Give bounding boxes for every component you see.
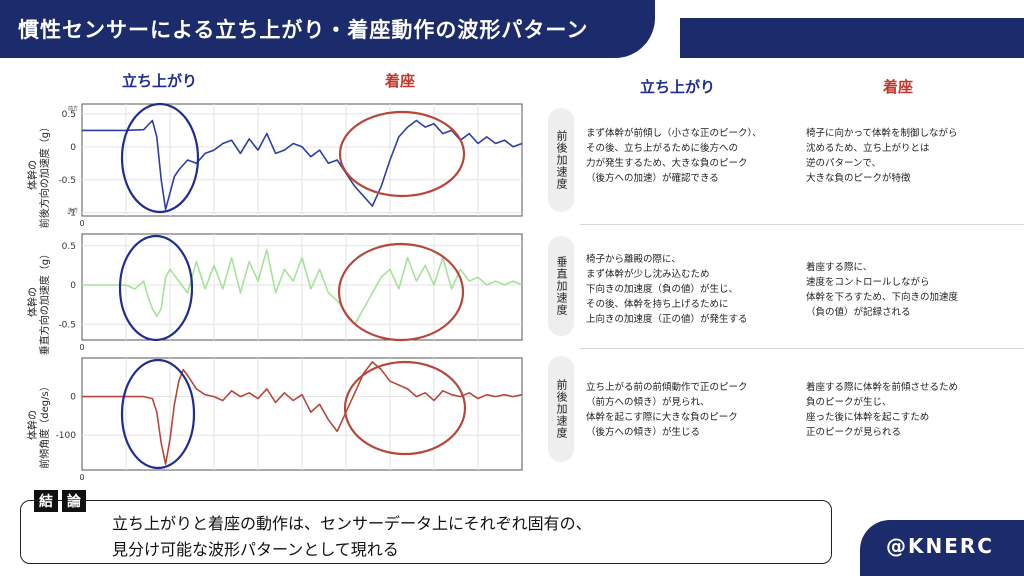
ylabel-vertical-accel: 体幹の 垂直方向の加速度（g） (28, 248, 51, 356)
ytick-label-0-3: -1 (67, 209, 76, 219)
bottom-marker-0: 後方 (68, 207, 78, 214)
row-divider-1 (580, 224, 1024, 225)
ytick-label-2-0: 0 (70, 393, 76, 403)
footer-handle: @KNERC (886, 534, 994, 558)
desc-standup-3: 立ち上がる前の前傾動作で正のピーク （前方への傾き）が見られ、 体幹を起こす際に… (586, 382, 748, 438)
conclusion-box (20, 500, 832, 564)
row-tag-2: 垂直加速度 (548, 236, 574, 336)
chart-heading-standup: 立ち上がり (122, 72, 198, 90)
xtick-label-1: 0 (79, 343, 84, 352)
desc-heading-sitdown: 着座 (883, 78, 914, 96)
series-line-2 (82, 361, 523, 466)
row-tag-1: 前後加速度 (548, 108, 574, 212)
series-line-1 (82, 248, 523, 326)
row-tag-3: 前後加速度 (548, 356, 574, 462)
ytick-label-0-1: 0 (70, 143, 76, 153)
sitdown-ellipse-2 (343, 360, 467, 456)
desc-row-1: 前後加速度 まず体幹が前傾し（小さな正のピーク）、 その後、立ち上がるために後方… (548, 104, 1024, 216)
ylabel-ap-accel: 体幹の 前後方向の加速度（g） (28, 121, 51, 229)
chart-heading-sitdown: 着座 (385, 72, 416, 90)
ytick-label-1-0: 0.5 (62, 242, 76, 252)
sitdown-ellipse-1 (337, 242, 465, 342)
conclusion-tag-1: 結 (34, 490, 58, 512)
xtick-label-0: 0 (79, 219, 84, 228)
row-divider-2 (580, 348, 1024, 349)
desc-sitdown-2: 着座する際に、 速度をコントロールしながら 体幹を下ろすため、下向きの加速度 （… (806, 262, 959, 318)
ytick-label-1-2: -0.5 (58, 320, 76, 330)
desc-heading-standup: 立ち上がり (640, 78, 716, 96)
xtick-label-2: 0 (79, 473, 84, 482)
sitdown-ellipse-0 (338, 110, 466, 198)
desc-standup-2: 椅子から離殿の際に、 まず体幹が少し沈み込むため 下向きの加速度（負の値）が生じ… (586, 254, 748, 325)
desc-sitdown-1: 椅子に向かって体幹を制御しながら 沈めるため、立ち上がりとは 逆のパターンで、 … (806, 128, 958, 184)
ytick-label-0-0: 0.5 (62, 110, 76, 120)
top-marker-0: 前方 (68, 105, 78, 112)
ytick-label-2-1: -100 (56, 431, 77, 441)
header-bar: 慣性センサーによる立ち上がり・着座動作の波形パターン (0, 0, 655, 58)
ytick-label-0-2: -0.5 (58, 176, 76, 186)
ylabel-tilt-angle: 体幹の 前傾角度（deg/s） (28, 381, 51, 469)
top-right-bar (680, 18, 1024, 58)
ytick-label-1-1: 0 (70, 281, 76, 291)
page-title: 慣性センサーによる立ち上がり・着座動作の波形パターン (18, 18, 589, 42)
desc-row-2: 垂直加速度 椅子から離殿の際に、 まず体幹が少し沈み込むため 下向きの加速度（負… (548, 232, 1024, 342)
conclusion-line-1: 立ち上がりと着座の動作は、センサーデータ上にそれぞれ固有の、 (112, 514, 592, 533)
conclusion-line-2: 見分け可能な波形パターンとして現れる (112, 540, 399, 559)
standup-ellipse-1 (118, 234, 194, 342)
conclusion-tag-2: 論 (62, 490, 86, 512)
desc-row-3: 前後加速度 立ち上がる前の前傾動作で正のピーク （前方への傾き）が見られ、 体幹… (548, 354, 1024, 466)
series-line-0 (82, 119, 523, 211)
standup-ellipse-2 (120, 358, 196, 470)
footer-badge (860, 520, 1024, 576)
standup-ellipse-0 (120, 102, 200, 214)
desc-standup-1: まず体幹が前傾し（小さな正のピーク）、 その後、立ち上がるために後方への 力が発… (586, 128, 762, 184)
desc-sitdown-3: 着座する際に体幹を前傾させるため 負のピークが生じ、 座った後に体幹を起こすため… (806, 382, 959, 438)
